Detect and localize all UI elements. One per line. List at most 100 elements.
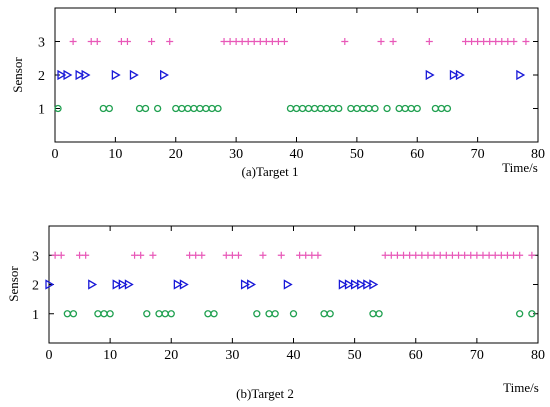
data-point-circle <box>401 104 409 113</box>
data-point-plus <box>148 38 156 45</box>
y-axis-label: Sensor <box>10 57 25 93</box>
y-tick-label: 1 <box>38 103 45 118</box>
data-point-plus <box>473 251 481 259</box>
data-point-circle <box>407 104 415 113</box>
data-point-triangle <box>247 279 257 290</box>
data-point-circle <box>214 104 222 113</box>
data-point-plus <box>381 251 389 259</box>
data-point-triangle <box>57 69 67 81</box>
data-point-circle <box>289 310 298 318</box>
data-point-plus <box>528 251 536 259</box>
data-point-circle <box>304 104 313 113</box>
data-point-circle <box>431 104 440 113</box>
data-point-plus <box>226 38 234 45</box>
data-point-circle <box>167 310 175 318</box>
data-point-circle <box>298 104 307 113</box>
data-point-plus <box>503 251 511 259</box>
x-tick-label: 60 <box>409 348 423 363</box>
x-tick-label: 30 <box>229 147 243 162</box>
data-point-plus <box>406 251 414 259</box>
data-point-plus <box>69 38 77 45</box>
data-point-circle <box>204 310 212 318</box>
data-point-triangle <box>45 279 55 290</box>
data-point-plus <box>485 251 493 259</box>
data-point-plus <box>498 38 506 45</box>
plot-frame <box>48 225 539 344</box>
y-tick-label: 3 <box>32 249 39 264</box>
data-point-circle <box>172 104 180 113</box>
data-point-plus <box>400 251 408 259</box>
data-point-plus <box>492 38 500 45</box>
data-point-circle <box>347 104 355 113</box>
data-point-plus <box>436 251 444 259</box>
data-point-plus <box>274 38 282 45</box>
x-tick-label: 70 <box>471 147 485 162</box>
data-point-circle <box>141 104 150 113</box>
data-point-plus <box>424 251 432 259</box>
data-point-circle <box>413 104 421 113</box>
data-point-triangle <box>283 279 293 290</box>
chart-caption: (a)Target 1 <box>242 164 299 179</box>
chart-caption: (b)Target 2 <box>236 386 294 401</box>
data-point-circle <box>437 104 446 113</box>
x-tick-label: 10 <box>103 348 117 363</box>
data-point-circle <box>326 310 334 318</box>
y-axis-label: Sensor <box>6 266 21 302</box>
data-point-circle <box>190 104 198 113</box>
data-point-triangle <box>179 279 189 290</box>
data-point-plus <box>461 251 469 259</box>
data-point-circle <box>335 104 343 113</box>
data-point-circle <box>105 104 113 113</box>
data-point-plus <box>510 251 518 259</box>
data-point-plus <box>393 251 401 259</box>
data-point-plus <box>93 38 101 45</box>
data-point-triangle <box>338 279 348 290</box>
x-tick-label: 70 <box>470 348 484 363</box>
data-point-triangle <box>63 69 73 81</box>
data-point-plus <box>82 251 90 259</box>
data-point-plus <box>302 251 310 259</box>
data-point-plus <box>192 251 200 259</box>
x-tick-label: 40 <box>287 348 301 363</box>
data-point-plus <box>377 38 385 45</box>
data-point-circle <box>271 310 279 318</box>
data-point-plus <box>491 251 499 259</box>
x-axis-label: Time/s <box>503 380 539 395</box>
data-point-plus <box>486 38 494 45</box>
data-point-plus <box>166 38 174 45</box>
x-tick-label: 50 <box>350 147 364 162</box>
data-point-plus <box>228 251 236 259</box>
data-point-circle <box>94 310 102 318</box>
data-point-circle <box>365 104 373 113</box>
data-point-plus <box>442 251 450 259</box>
x-axis-label: Time/s <box>502 160 538 175</box>
data-point-plus <box>244 38 252 45</box>
y-tick-label: 2 <box>32 279 39 294</box>
data-point-plus <box>296 251 304 259</box>
data-point-circle <box>253 310 261 318</box>
data-point-plus <box>234 251 242 259</box>
data-point-plus <box>467 251 475 259</box>
data-point-plus <box>131 251 139 259</box>
data-point-triangle <box>449 69 459 81</box>
data-point-circle <box>106 310 114 318</box>
data-point-plus <box>137 251 145 259</box>
data-point-plus <box>280 38 288 45</box>
plot-target-1: 0 10 20 30 40 50 60 70 80 1 2 3 Time/s Sensor (a)Targe… <box>10 7 545 179</box>
data-point-triangle <box>240 279 250 290</box>
data-point-plus <box>238 38 246 45</box>
data-point-plus <box>522 38 530 45</box>
data-point-plus <box>308 251 316 259</box>
data-point-triangle <box>350 279 360 290</box>
y-tick-label: 1 <box>32 308 39 323</box>
data-point-triangle <box>344 279 354 290</box>
data-point-circle <box>369 310 377 318</box>
data-point-circle <box>395 104 403 113</box>
x-tick-label: 50 <box>348 348 362 363</box>
data-point-plus <box>479 251 487 259</box>
data-point-triangle <box>516 69 526 81</box>
data-point-triangle <box>425 69 435 81</box>
data-point-circle <box>310 104 319 113</box>
data-point-triangle <box>129 69 139 81</box>
